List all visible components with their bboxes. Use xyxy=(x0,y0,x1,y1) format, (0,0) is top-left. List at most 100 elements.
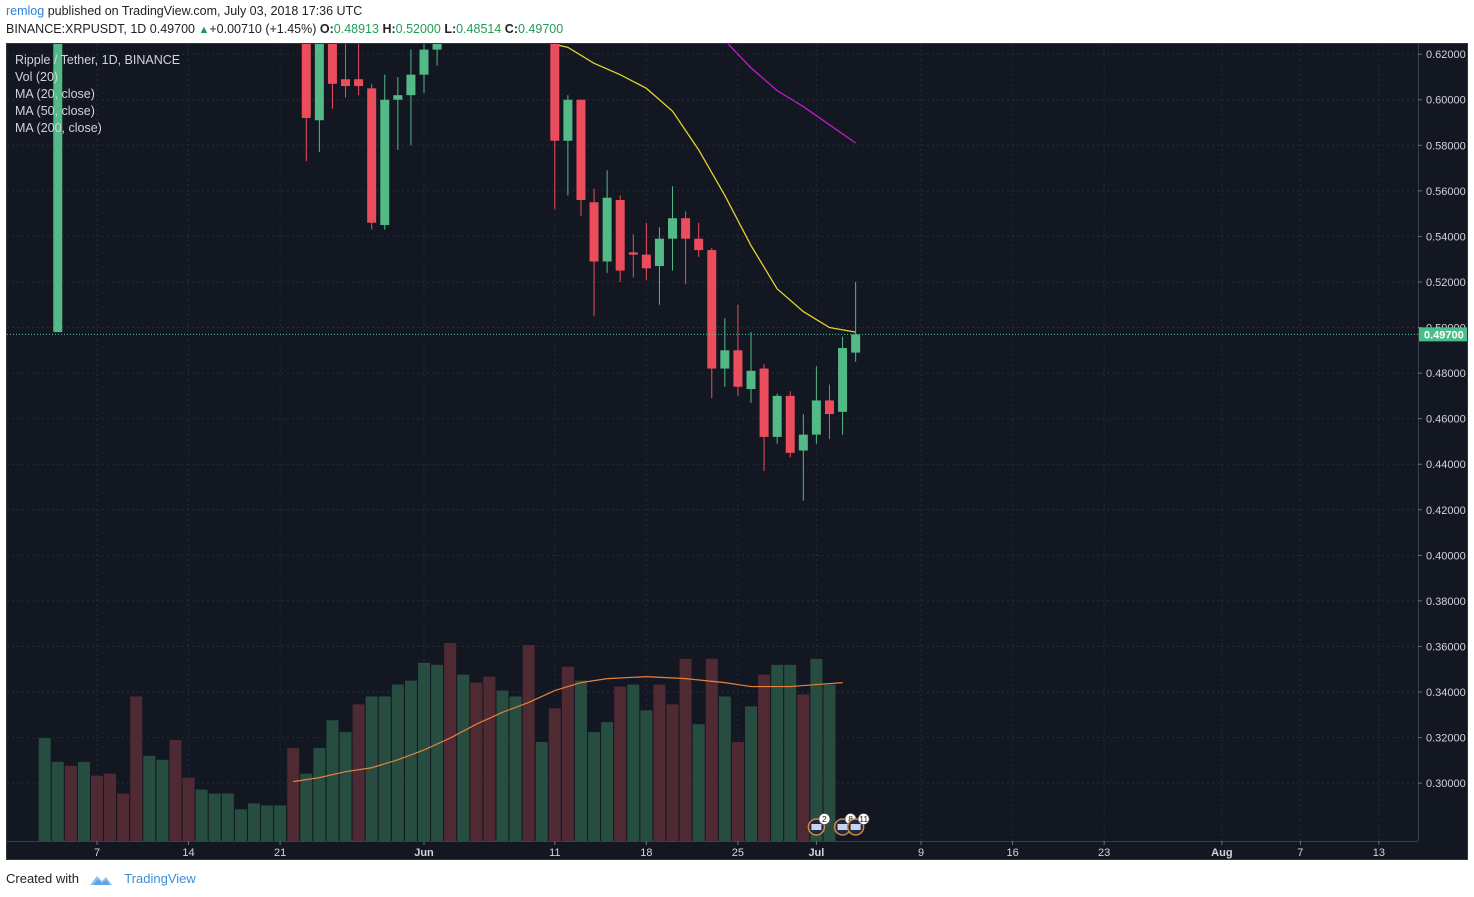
candle xyxy=(406,49,416,146)
candle xyxy=(798,414,808,501)
price-tick-label: 0.40000 xyxy=(1426,550,1466,562)
volume-bar xyxy=(117,793,130,841)
candle-body xyxy=(589,202,599,262)
flag-stripes xyxy=(850,824,861,830)
volume-bar xyxy=(234,809,247,841)
volume-bar xyxy=(182,777,195,841)
volume-bar xyxy=(483,676,496,841)
candle-body xyxy=(380,99,390,226)
legend-ma50[interactable]: MA (50, close) xyxy=(15,104,95,118)
candle-body xyxy=(681,218,691,239)
candle xyxy=(785,391,795,458)
price-tick-label: 0.62000 xyxy=(1426,49,1466,61)
candle-body xyxy=(811,400,821,435)
event-count-badge xyxy=(857,813,870,825)
candle xyxy=(589,188,599,317)
price-tick-label: 0.54000 xyxy=(1426,231,1466,243)
flag-stripes xyxy=(837,824,848,830)
time-tick-label: 14 xyxy=(182,847,194,859)
candle-body xyxy=(576,99,586,200)
high-value: 0.52000 xyxy=(395,22,441,36)
candle xyxy=(811,366,821,444)
candle-body xyxy=(419,49,429,75)
candle xyxy=(354,44,364,96)
candle xyxy=(301,44,311,162)
close-value: 0.49700 xyxy=(518,22,564,36)
volume-bar xyxy=(561,666,574,841)
candle xyxy=(53,44,63,333)
candle xyxy=(641,222,651,280)
volume-bar xyxy=(418,662,430,841)
volume-bar xyxy=(823,684,836,841)
legend-ma200[interactable]: MA (200, close) xyxy=(15,121,102,135)
volume-bar xyxy=(548,708,561,841)
candle-body xyxy=(851,334,861,353)
price-tick-label: 0.44000 xyxy=(1426,459,1466,471)
volume-bar xyxy=(391,684,404,841)
candle xyxy=(707,247,717,399)
volume-bar xyxy=(810,658,823,841)
high-label: H: xyxy=(382,22,396,36)
volume-bar xyxy=(287,747,300,841)
ohlc-header: BINANCE:XRPUSDT, 1D 0.49700 ▲+0.00710 (+… xyxy=(6,22,563,36)
price-tick-label: 0.32000 xyxy=(1426,733,1466,745)
candle-body xyxy=(759,368,769,437)
candle-body xyxy=(772,395,782,437)
volume-bar xyxy=(208,793,221,841)
time-tick-label: 11 xyxy=(549,847,560,859)
author-link[interactable]: remlog xyxy=(6,4,45,18)
candle xyxy=(563,95,573,196)
volume-bar xyxy=(692,724,705,841)
volume-bar xyxy=(313,747,326,841)
open-label: O: xyxy=(319,22,334,36)
candle-body xyxy=(432,44,442,50)
candle xyxy=(851,281,861,362)
price-tick-label: 0.30000 xyxy=(1426,778,1466,790)
candle xyxy=(327,44,337,109)
candle xyxy=(432,44,442,66)
volume-bar xyxy=(247,803,260,841)
candle-body xyxy=(707,250,717,369)
candle xyxy=(654,227,664,305)
legend-volume[interactable]: Vol (20) xyxy=(15,70,59,84)
ma20-line xyxy=(550,44,856,333)
candle-body xyxy=(694,238,704,251)
price-tick-label: 0.48000 xyxy=(1426,368,1466,380)
price-tick-label: 0.52000 xyxy=(1426,277,1466,289)
volume-bar xyxy=(457,674,470,841)
volume-bar xyxy=(705,658,718,841)
volume-bar xyxy=(261,805,274,841)
candle xyxy=(367,83,377,230)
event-count: 8 xyxy=(848,814,853,824)
price-chart[interactable]: 2 8 110.620000.600000.580000.560000.540000… xyxy=(7,44,1467,859)
candle-body xyxy=(367,88,377,223)
volume-bar xyxy=(51,761,64,841)
volume-bar xyxy=(718,696,731,841)
legend-ma20[interactable]: MA (20, close) xyxy=(15,87,95,101)
open-value: 0.48913 xyxy=(333,22,379,36)
candle-body xyxy=(301,44,311,118)
volume-bar xyxy=(156,759,169,841)
candle-body xyxy=(563,99,573,141)
legend-title: Ripple / Tether, 1D, BINANCE xyxy=(15,53,181,67)
time-tick-label: 7 xyxy=(94,847,100,859)
time-axis: 7 14 21 Jun 11 18 25 Jul 9 16 23 Aug 7 13 xyxy=(94,841,1385,859)
volume-bar xyxy=(104,773,117,841)
published-text: published on TradingView.com, July 03, 2… xyxy=(47,4,363,18)
volume-bar xyxy=(535,742,548,841)
candle xyxy=(746,332,756,403)
tradingview-link[interactable]: TradingView xyxy=(124,871,196,886)
current-price-tag-label: 0.49700 xyxy=(1424,329,1464,341)
volume-bar xyxy=(365,696,378,841)
candle xyxy=(733,304,743,396)
volume-bar xyxy=(666,704,679,841)
volume-bar xyxy=(221,793,234,841)
last-price: 0.49700 xyxy=(149,22,195,36)
chart-panel[interactable]: 2 8 11 0.62000 0.60000 0.58000 0.56000 0.54000 0… xyxy=(6,43,1468,860)
candle-body xyxy=(550,44,560,141)
candle xyxy=(759,363,769,472)
time-tick-label: 21 xyxy=(274,847,286,859)
volume-bar xyxy=(588,732,601,841)
price-tick-label: 0.42000 xyxy=(1426,505,1466,517)
time-tick-label: Aug xyxy=(1211,847,1232,859)
